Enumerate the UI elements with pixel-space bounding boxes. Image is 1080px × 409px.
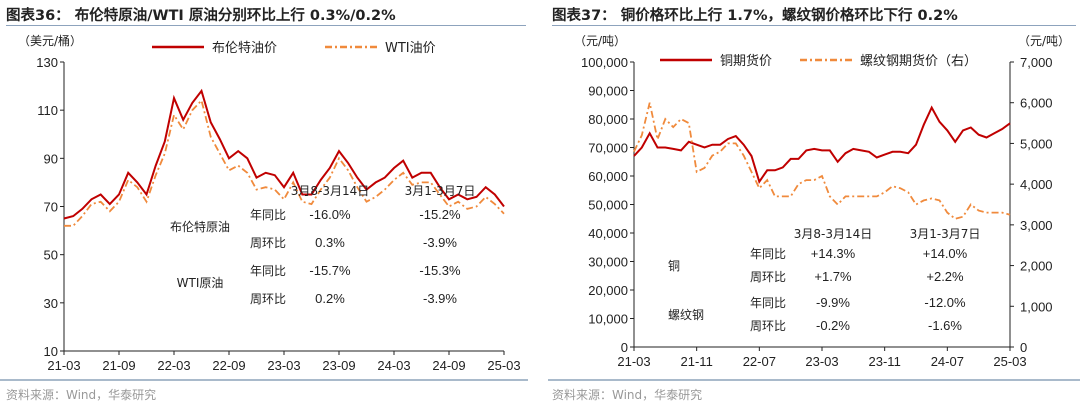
table-value: +14.0% [923,246,968,261]
table-value: -1.6% [928,318,962,333]
table-metric-label: 年同比 [250,208,286,222]
table-value: -15.7% [309,263,351,278]
chart-title-left: 图表36： 布伦特原油/WTI 原油分别环比上行 0.3%/0.2% [6,8,396,24]
x-tick-label: 23-03 [805,354,838,369]
table-group-label: WTI原油 [177,276,224,290]
x-tick-label: 24-09 [432,358,465,373]
x-tick-label: 21-03 [617,354,650,369]
table-value: 0.2% [315,291,345,306]
table-value: -0.2% [816,318,850,333]
table-value: +14.3% [811,246,856,261]
x-tick-label: 22-07 [743,354,776,369]
y-axis-unit-left: （美元/桶） [18,33,82,48]
x-tick-label: 24-07 [931,354,964,369]
y-tick-label: 70,000 [588,141,628,156]
table-metric-label: 周环比 [750,270,786,284]
legend-label-1: WTI油价 [385,41,436,56]
table-metric-label: 周环比 [750,319,786,333]
y-tick-label: 10,000 [588,312,628,327]
x-tick-label: 21-11 [681,354,713,369]
y-tick-label: 0 [621,340,628,355]
series-line-0 [63,88,505,220]
table-metric-label: 年同比 [750,296,786,310]
y-tick-label: 20,000 [588,283,628,298]
table-metric-label: 年同比 [250,264,286,278]
table-value: +1.7% [814,269,852,284]
y-tick-label: 40,000 [588,226,628,241]
table-value: -16.0% [309,207,351,222]
y-tick-label: 50 [44,248,58,263]
y-axis-unit-left: （元/吨） [574,34,626,48]
x-tick-label: 25-03 [487,358,520,373]
table-value: -9.9% [816,295,850,310]
series-line-1 [64,98,505,227]
x-tick-label: 23-03 [267,358,300,373]
table-group-label: 铜 [668,258,680,273]
table-column-header: 3月8-3月14日 [291,184,370,198]
bottom-rule-right [548,379,1080,381]
y-tick-label-right: 6,000 [1020,96,1053,111]
table-column-header: 3月1-3月7日 [405,184,476,198]
x-tick-label: 24-03 [377,358,410,373]
y-tick-label-right: 1,000 [1020,299,1053,314]
table-value: -3.9% [423,291,457,306]
chart-title-right: 图表37： 铜价格环比上行 1.7%，螺纹钢价格环比下行 0.2% [552,8,958,24]
x-tick-label: 21-03 [47,358,80,373]
table-group-label: 布伦特原油 [170,219,230,234]
x-tick-label: 22-03 [157,358,190,373]
table-metric-label: 周环比 [250,292,286,306]
y-tick-label: 70 [44,200,58,215]
y-tick-label: 110 [37,103,58,118]
y-tick-label: 30 [44,296,58,311]
y-tick-label: 50,000 [588,198,628,213]
x-tick-label: 23-09 [322,358,355,373]
y-tick-label-right: 5,000 [1020,136,1053,151]
y-tick-label: 100,000 [581,55,628,70]
x-tick-label: 23-11 [869,354,901,369]
table-column-header: 3月8-3月14日 [794,227,873,241]
table-value: -15.3% [419,263,461,278]
y-tick-label-right: 3,000 [1020,218,1053,233]
x-tick-label: 21-09 [102,358,135,373]
y-tick-label: 90 [44,151,58,166]
y-tick-label-right: 4,000 [1020,177,1053,192]
legend-label-0: 铜期货价 [720,53,772,69]
title-rule-left [6,25,526,26]
y-tick-label: 30,000 [588,255,628,270]
series-line-0 [633,105,1011,184]
source-right: 资料来源：Wind，华泰研究 [552,388,703,402]
bottom-rule-left [0,379,528,381]
table-column-header: 3月1-3月7日 [910,227,981,241]
y-tick-label-right: 0 [1020,340,1027,355]
table-metric-label: 年同比 [750,247,786,261]
table-value: -15.2% [419,207,461,222]
y-axis-unit-right: （元/吨） [1018,34,1070,48]
source-left: 资料来源：Wind，华泰研究 [6,388,157,402]
y-tick-label: 90,000 [588,84,628,99]
x-tick-label: 25-03 [993,354,1026,369]
y-tick-label-right: 2,000 [1020,259,1053,274]
y-tick-label: 60,000 [588,169,628,184]
table-value: +2.2% [926,269,964,284]
y-tick-label: 10 [44,344,58,359]
table-value: -12.0% [924,295,966,310]
legend-label-1: 螺纹钢期货价（右） [860,53,977,69]
series-line-1 [633,102,1011,220]
table-group-label: 螺纹钢 [668,308,704,322]
y-tick-label-right: 7,000 [1020,55,1053,70]
y-tick-label: 130 [36,55,58,70]
table-metric-label: 周环比 [250,236,286,250]
table-value: -3.9% [423,235,457,250]
title-rule-right [552,25,1076,26]
y-tick-label: 80,000 [588,112,628,127]
x-tick-label: 22-09 [212,358,245,373]
legend-label-0: 布伦特油价 [212,41,277,56]
table-value: 0.3% [315,235,345,250]
